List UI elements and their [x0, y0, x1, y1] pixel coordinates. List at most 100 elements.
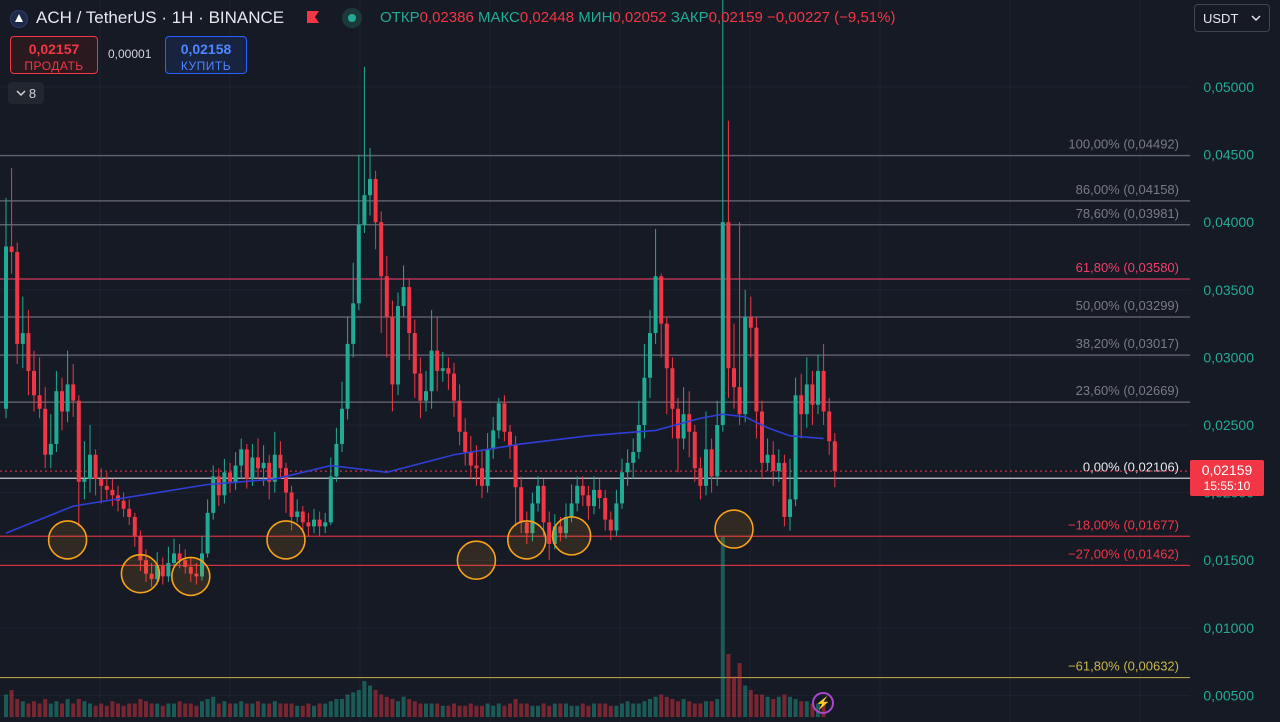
volume-bar	[345, 694, 350, 717]
live-dot-icon	[342, 8, 362, 28]
volume-bar	[351, 692, 356, 717]
candle-body	[457, 400, 462, 432]
open-label: ОТКР	[380, 9, 420, 26]
high-value: 0,02448	[519, 9, 575, 26]
volume-bar	[748, 690, 753, 717]
candle-body	[373, 178, 378, 223]
candle-body	[463, 431, 468, 453]
volume-bar	[558, 703, 563, 717]
candle-body	[250, 457, 255, 480]
volume-bar	[760, 694, 764, 717]
volume-bar	[328, 701, 333, 717]
price-axis-tick: 0,01000	[1203, 620, 1254, 636]
volume-bar	[222, 701, 227, 717]
volume-bar	[754, 694, 759, 717]
buy-button[interactable]: 0,02158 КУПИТЬ	[165, 36, 247, 74]
candle-body	[261, 462, 266, 469]
spread-value: 0,00001	[108, 47, 152, 61]
candle-body	[323, 522, 328, 527]
candle-body	[15, 251, 20, 344]
volume-bar	[597, 703, 602, 717]
candle-body	[390, 316, 395, 385]
volume-bar	[642, 701, 647, 717]
candle-body	[351, 303, 356, 344]
volume-bar	[485, 703, 490, 717]
candle-body	[20, 333, 25, 344]
currency-select[interactable]: USDT	[1194, 4, 1270, 32]
price-axis-tick: 0,00500	[1203, 687, 1254, 703]
candle-body	[771, 454, 776, 471]
volume-bar	[452, 703, 456, 717]
candle-body	[300, 511, 305, 523]
candle-body	[166, 562, 171, 577]
candle-body	[519, 487, 524, 523]
volume-bar	[715, 699, 720, 717]
sell-button[interactable]: 0,02157 ПРОДАТЬ	[10, 36, 98, 74]
volume-bar	[121, 705, 126, 717]
volume-bar	[82, 701, 87, 717]
volume-bar	[177, 701, 182, 717]
indicators-count: 8	[28, 85, 37, 101]
candle-body	[709, 449, 714, 477]
highlight-circles	[47, 509, 754, 597]
candle-body	[37, 395, 42, 409]
volume-bar	[20, 701, 25, 717]
volume-bar	[244, 703, 249, 717]
candle-body	[743, 316, 748, 415]
candle-body	[659, 276, 664, 324]
indicators-toggle[interactable]: 8	[8, 82, 44, 104]
candle-body	[748, 316, 753, 328]
volume-bar	[692, 703, 697, 717]
candle-body	[116, 495, 120, 501]
highlight-circle	[551, 516, 592, 556]
candle-body	[513, 445, 518, 488]
volume-bar	[261, 703, 266, 717]
volume-bar	[608, 705, 613, 717]
volume-bar	[300, 705, 305, 717]
highlight-circle	[47, 520, 88, 560]
buy-price: 0,02158	[180, 41, 232, 57]
flag-icon[interactable]	[306, 10, 320, 24]
candle-body	[328, 476, 333, 523]
candle-body	[188, 566, 193, 574]
candle-body	[435, 350, 440, 371]
volume-bar	[508, 703, 512, 717]
candle-body	[312, 519, 316, 527]
candle-body	[289, 492, 294, 517]
candle-body	[424, 391, 428, 401]
candle-body	[362, 195, 367, 225]
volume-bar	[362, 681, 367, 717]
candle-body	[194, 573, 199, 577]
candle-body	[692, 431, 697, 469]
volume-bar	[334, 699, 339, 717]
volume-bar	[491, 705, 496, 717]
volume-bar	[496, 703, 501, 717]
candle-body	[541, 485, 546, 523]
volume-bar	[9, 690, 14, 717]
volume-bar	[54, 701, 59, 717]
volume-bar	[687, 701, 692, 717]
volume-bar	[384, 696, 389, 717]
volume-bar	[211, 696, 216, 717]
volume-bar	[216, 703, 221, 717]
moving-average	[5, 413, 824, 534]
volume-bar	[172, 703, 176, 717]
candle-body	[480, 468, 484, 486]
volume-bar	[580, 703, 585, 717]
volume-bar	[704, 701, 708, 717]
volume-bar	[424, 703, 428, 717]
volume-bar	[782, 694, 787, 717]
volume-bar	[480, 705, 484, 717]
candle-body	[715, 425, 720, 477]
fib-level-label: −61,80% (0,00632)	[1068, 659, 1179, 674]
candle-body	[121, 500, 126, 509]
candle-body	[345, 343, 350, 409]
volume-bar	[732, 676, 736, 717]
volume-bar	[804, 701, 809, 717]
candle-body	[244, 449, 249, 480]
candle-body	[603, 498, 608, 520]
symbol-title[interactable]: ACH / TetherUS · 1H · BINANCE	[36, 8, 285, 27]
candle-body	[608, 519, 613, 531]
lightning-icon[interactable]: ⚡	[812, 692, 834, 714]
